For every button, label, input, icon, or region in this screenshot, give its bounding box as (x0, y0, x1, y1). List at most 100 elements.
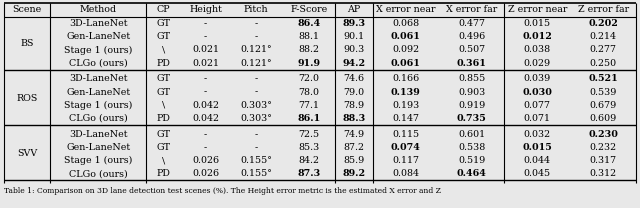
Text: 0.155°: 0.155° (240, 156, 272, 165)
Text: Pitch: Pitch (244, 5, 268, 15)
Text: Scene: Scene (13, 5, 42, 15)
Text: -: - (255, 130, 258, 139)
Text: GT: GT (157, 143, 171, 152)
Text: 84.2: 84.2 (298, 156, 319, 165)
Text: 0.115: 0.115 (392, 130, 419, 139)
Text: -: - (204, 19, 207, 28)
Bar (4, 3, 636, 183)
Text: GT: GT (157, 32, 171, 41)
Text: -: - (204, 32, 207, 41)
Text: 0.032: 0.032 (524, 130, 551, 139)
Text: 0.277: 0.277 (589, 46, 616, 54)
Text: 0.092: 0.092 (392, 46, 419, 54)
Text: 0.015: 0.015 (522, 143, 552, 152)
Text: PD: PD (157, 169, 170, 178)
Text: 3D-LaneNet: 3D-LaneNet (69, 19, 127, 28)
Text: 88.2: 88.2 (298, 46, 319, 54)
Text: 3D-LaneNet: 3D-LaneNet (69, 130, 127, 139)
Text: 0.507: 0.507 (458, 46, 485, 54)
Text: SVV: SVV (17, 150, 37, 158)
Text: 0.061: 0.061 (391, 59, 420, 68)
Text: X error far: X error far (446, 5, 497, 15)
Text: BS: BS (20, 39, 34, 48)
Text: 0.026: 0.026 (192, 169, 219, 178)
Text: 86.4: 86.4 (298, 19, 321, 28)
Text: 0.855: 0.855 (458, 74, 485, 83)
Text: 90.1: 90.1 (344, 32, 365, 41)
Text: -: - (255, 143, 258, 152)
Text: 0.496: 0.496 (458, 32, 485, 41)
Text: 3D-LaneNet: 3D-LaneNet (69, 74, 127, 83)
Text: 0.155°: 0.155° (240, 169, 272, 178)
Text: Z error near: Z error near (508, 5, 567, 15)
Text: 0.679: 0.679 (589, 101, 617, 110)
Text: -: - (204, 143, 207, 152)
Text: 0.121°: 0.121° (241, 46, 272, 54)
Text: 0.045: 0.045 (524, 169, 551, 178)
Text: 87.2: 87.2 (344, 143, 365, 152)
Text: GT: GT (157, 88, 171, 97)
Text: GT: GT (157, 19, 171, 28)
Text: -: - (204, 74, 207, 83)
Text: Table 1: Comparison on 3D lane detection test scenes (%). The Height error metri: Table 1: Comparison on 3D lane detection… (4, 187, 441, 195)
Text: ROS: ROS (17, 94, 38, 103)
Text: 0.202: 0.202 (588, 19, 618, 28)
Text: 0.230: 0.230 (588, 130, 618, 139)
Text: CLGo (ours): CLGo (ours) (68, 114, 127, 123)
Text: \: \ (162, 101, 165, 110)
Text: 88.3: 88.3 (342, 114, 366, 123)
Text: 0.042: 0.042 (192, 101, 219, 110)
Text: 0.071: 0.071 (524, 114, 551, 123)
Text: 0.303°: 0.303° (240, 101, 272, 110)
Text: 0.214: 0.214 (589, 32, 616, 41)
Text: Stage 1 (ours): Stage 1 (ours) (64, 156, 132, 165)
Text: 85.3: 85.3 (298, 143, 319, 152)
Text: -: - (255, 88, 258, 97)
Text: 78.9: 78.9 (344, 101, 365, 110)
Text: 85.9: 85.9 (344, 156, 365, 165)
Text: 0.312: 0.312 (589, 169, 617, 178)
Text: 0.015: 0.015 (524, 19, 551, 28)
Text: 0.030: 0.030 (522, 88, 552, 97)
Text: 79.0: 79.0 (344, 88, 365, 97)
Text: 0.061: 0.061 (391, 32, 420, 41)
Text: CLGo (ours): CLGo (ours) (68, 59, 127, 68)
Text: GT: GT (157, 74, 171, 83)
Text: CP: CP (157, 5, 170, 15)
Text: 0.609: 0.609 (589, 114, 617, 123)
Text: 0.317: 0.317 (589, 156, 617, 165)
Text: 0.919: 0.919 (458, 101, 485, 110)
Text: 0.735: 0.735 (457, 114, 486, 123)
Text: 0.077: 0.077 (524, 101, 551, 110)
Text: 0.026: 0.026 (192, 156, 219, 165)
Text: 74.9: 74.9 (344, 130, 365, 139)
Text: 0.044: 0.044 (524, 156, 551, 165)
Text: 0.303°: 0.303° (240, 114, 272, 123)
Text: 0.538: 0.538 (458, 143, 485, 152)
Text: \: \ (162, 46, 165, 54)
Text: 0.601: 0.601 (458, 130, 485, 139)
Text: 89.2: 89.2 (342, 169, 365, 178)
Text: \: \ (162, 156, 165, 165)
Text: -: - (255, 19, 258, 28)
Text: 0.021: 0.021 (192, 59, 219, 68)
Text: -: - (204, 88, 207, 97)
Text: 0.084: 0.084 (392, 169, 419, 178)
Text: GT: GT (157, 130, 171, 139)
Text: 0.068: 0.068 (392, 19, 419, 28)
Text: Z error far: Z error far (577, 5, 628, 15)
Text: Stage 1 (ours): Stage 1 (ours) (64, 101, 132, 110)
Text: 0.039: 0.039 (524, 74, 551, 83)
Text: 0.361: 0.361 (456, 59, 486, 68)
Text: CLGo (ours): CLGo (ours) (68, 169, 127, 178)
Text: 0.250: 0.250 (589, 59, 617, 68)
Text: -: - (255, 74, 258, 83)
Text: 0.121°: 0.121° (241, 59, 272, 68)
Text: 0.117: 0.117 (392, 156, 419, 165)
Text: 0.903: 0.903 (458, 88, 485, 97)
Text: -: - (204, 130, 207, 139)
Text: PD: PD (157, 59, 170, 68)
Text: X error near: X error near (376, 5, 436, 15)
Text: 0.147: 0.147 (392, 114, 419, 123)
Text: 0.029: 0.029 (524, 59, 551, 68)
